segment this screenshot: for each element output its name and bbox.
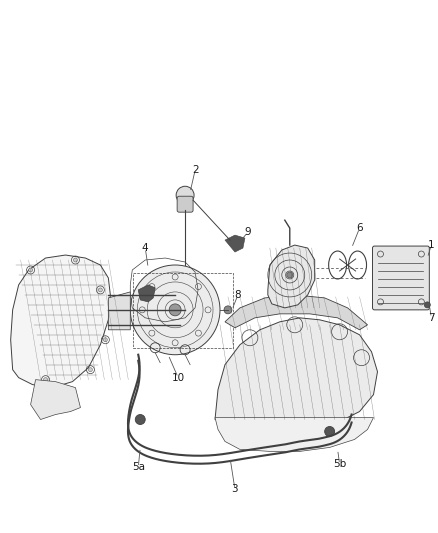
Circle shape: [28, 268, 32, 272]
Polygon shape: [11, 255, 110, 387]
Text: 1: 1: [428, 240, 434, 250]
Text: 5a: 5a: [132, 462, 145, 472]
Ellipse shape: [349, 251, 367, 279]
Circle shape: [130, 265, 220, 355]
Polygon shape: [225, 235, 245, 252]
Ellipse shape: [328, 251, 346, 279]
Text: 2: 2: [192, 165, 198, 175]
Text: 3: 3: [232, 484, 238, 494]
Text: 10: 10: [172, 373, 185, 383]
Text: 6: 6: [356, 223, 363, 233]
Circle shape: [74, 258, 78, 262]
Text: 5b: 5b: [333, 459, 346, 470]
Circle shape: [224, 306, 232, 314]
Circle shape: [176, 186, 194, 204]
FancyBboxPatch shape: [372, 246, 429, 310]
Circle shape: [287, 272, 293, 278]
Text: 4: 4: [142, 243, 148, 253]
Polygon shape: [215, 417, 374, 451]
Text: 7: 7: [428, 313, 434, 323]
Polygon shape: [108, 292, 130, 330]
Circle shape: [135, 415, 145, 424]
Polygon shape: [225, 295, 367, 330]
Circle shape: [169, 304, 181, 316]
Text: 8: 8: [235, 290, 241, 300]
Text: 9: 9: [244, 227, 251, 237]
Polygon shape: [138, 285, 155, 302]
Circle shape: [99, 288, 102, 292]
Circle shape: [424, 302, 430, 308]
Circle shape: [43, 378, 48, 382]
Circle shape: [103, 338, 107, 342]
FancyBboxPatch shape: [177, 196, 193, 212]
Polygon shape: [215, 318, 378, 427]
Circle shape: [325, 426, 335, 437]
Polygon shape: [31, 379, 81, 419]
Circle shape: [88, 368, 92, 372]
Polygon shape: [268, 245, 314, 308]
